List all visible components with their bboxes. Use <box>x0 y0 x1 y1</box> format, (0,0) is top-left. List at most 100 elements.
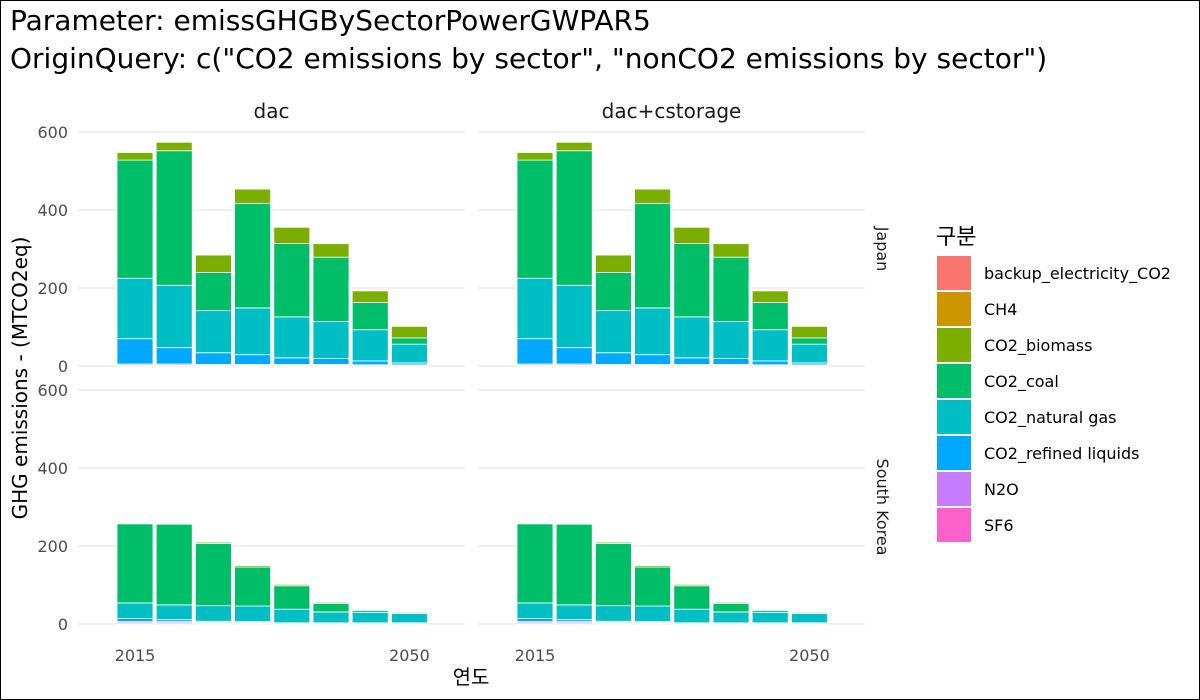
bar-segment <box>234 565 272 568</box>
bar-segment <box>155 141 193 143</box>
bar-segment <box>234 354 272 365</box>
legend-label: SF6 <box>984 516 1014 535</box>
legend-label: N2O <box>984 480 1019 499</box>
bar-segment <box>312 601 350 603</box>
facet-column-label: dac+cstorage <box>602 99 742 123</box>
y-axis-title: GHG emissions - (MTCO2eq) <box>8 237 32 520</box>
y-tick-label: 600 <box>37 123 68 142</box>
bar-segment <box>595 352 632 365</box>
legend-swatch <box>937 400 971 434</box>
bar-segment <box>351 360 389 366</box>
bar-segment <box>555 604 593 621</box>
bar-segment <box>155 522 193 525</box>
bar-segment <box>312 243 350 258</box>
bar-segment <box>116 523 154 604</box>
x-axis-title: 연도 <box>453 665 490 689</box>
bar-segment <box>516 151 554 153</box>
bar-segment <box>390 325 428 339</box>
bar-segment <box>516 151 554 161</box>
bar-segment <box>390 337 428 345</box>
y-tick-label: 400 <box>37 459 68 478</box>
bar-segment <box>595 541 632 544</box>
bar-segment <box>194 605 232 622</box>
bar-segment <box>234 187 272 190</box>
bar-segment <box>712 243 750 258</box>
bar-segment <box>194 254 232 256</box>
bar-segment <box>390 324 428 327</box>
bar-segment <box>712 321 750 359</box>
bar-segment <box>194 271 232 312</box>
bar-layer <box>116 141 828 625</box>
legend-label: CH4 <box>984 300 1017 319</box>
bar-segment <box>712 241 750 244</box>
bar-segment <box>595 254 632 256</box>
bar-segment <box>390 610 428 613</box>
bar-segment <box>312 611 350 624</box>
bar-segment <box>273 585 311 610</box>
bar-segment <box>673 226 711 244</box>
legend: 구분 backup_electricity_CO2 CH4 CO2_biomass C… <box>936 225 1171 542</box>
bar-segment <box>673 583 711 585</box>
x-tick-label: 2015 <box>515 646 556 665</box>
bar-segment <box>516 522 554 525</box>
bar-segment <box>595 310 632 354</box>
bar-segment <box>751 302 789 331</box>
legend-swatch <box>937 328 971 362</box>
legend-label: CO2_coal <box>984 372 1059 392</box>
bar-segment <box>312 256 350 322</box>
legend-swatch <box>937 292 971 326</box>
bar-segment <box>516 618 554 623</box>
bar-segment <box>712 358 750 365</box>
y-tick-label: 0 <box>58 357 68 376</box>
bar-segment <box>712 611 750 624</box>
bar-segment <box>634 202 671 309</box>
bar-segment <box>791 610 828 613</box>
bar-segment <box>155 347 193 365</box>
bar-segment <box>555 150 593 286</box>
bar-segment <box>273 583 311 585</box>
bar-segment <box>312 241 350 244</box>
bar-segment <box>194 310 232 354</box>
bar-segment <box>351 302 389 331</box>
legend-label: backup_electricity_CO2 <box>984 264 1171 284</box>
bar-segment <box>555 523 593 606</box>
bar-segment <box>555 347 593 365</box>
bar-segment <box>634 566 671 607</box>
bar-segment <box>194 541 232 544</box>
bar-segment <box>712 256 750 322</box>
legend-swatch <box>937 436 971 470</box>
bar-segment <box>390 343 428 364</box>
bar-segment <box>234 307 272 356</box>
facet-row-label: Japan <box>873 226 892 272</box>
bar-segment <box>116 522 154 525</box>
tick-layer: 0 200 400 600 2015 2050 0 200 400 600 2015 2050 <box>37 123 829 665</box>
bar-segment <box>516 338 554 365</box>
x-tick-label: 2050 <box>389 646 430 665</box>
legend-label: CO2_natural gas <box>984 408 1117 428</box>
x-tick-label: 2050 <box>789 646 830 665</box>
bar-segment <box>194 352 232 365</box>
bar-segment <box>555 522 593 525</box>
bar-segment <box>555 141 593 152</box>
bar-segment <box>116 618 154 623</box>
bar-segment <box>351 289 389 291</box>
y-tick-label: 400 <box>37 201 68 220</box>
bar-segment <box>390 613 428 624</box>
bar-segment <box>634 187 671 190</box>
y-tick-label: 0 <box>58 615 68 634</box>
bar-segment <box>273 243 311 318</box>
bar-segment <box>234 605 272 623</box>
bar-segment <box>595 254 632 273</box>
bar-segment <box>791 343 828 364</box>
legend-label: CO2_refined liquids <box>984 444 1139 464</box>
bar-segment <box>351 608 389 611</box>
bar-segment <box>555 141 593 143</box>
bar-segment <box>791 325 828 339</box>
bar-segment <box>751 360 789 366</box>
bar-segment <box>751 611 789 624</box>
bar-segment <box>351 329 389 362</box>
bar-segment <box>273 225 311 228</box>
bar-segment <box>634 605 671 623</box>
bar-segment <box>351 290 389 303</box>
